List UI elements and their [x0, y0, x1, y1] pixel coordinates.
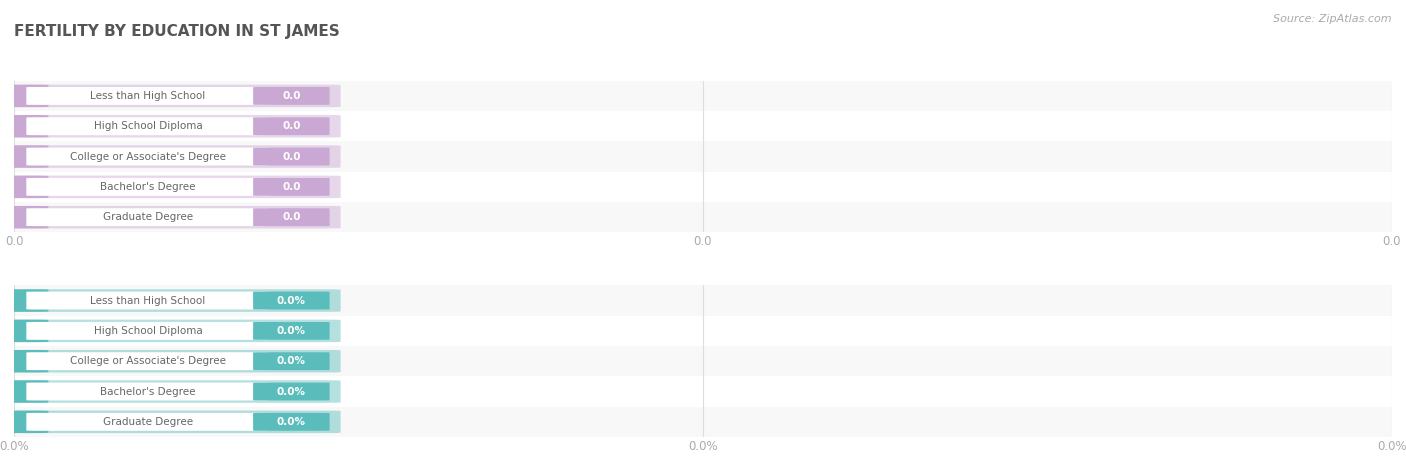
FancyBboxPatch shape [4, 410, 340, 433]
FancyBboxPatch shape [7, 145, 48, 168]
Text: 0.0: 0.0 [283, 152, 301, 162]
Text: 0.0: 0.0 [283, 121, 301, 131]
FancyBboxPatch shape [253, 292, 329, 310]
Text: 0.0: 0.0 [283, 212, 301, 222]
FancyBboxPatch shape [27, 208, 270, 226]
FancyBboxPatch shape [253, 117, 329, 135]
FancyBboxPatch shape [4, 350, 340, 372]
FancyBboxPatch shape [7, 350, 48, 372]
FancyBboxPatch shape [4, 206, 340, 228]
FancyBboxPatch shape [27, 292, 270, 310]
Text: 0.0: 0.0 [283, 91, 301, 101]
Text: 0.0: 0.0 [283, 182, 301, 192]
FancyBboxPatch shape [4, 176, 340, 198]
FancyBboxPatch shape [7, 85, 48, 107]
FancyBboxPatch shape [4, 380, 340, 403]
Bar [14, 407, 1392, 437]
Text: College or Associate's Degree: College or Associate's Degree [70, 152, 226, 162]
Bar [14, 316, 1392, 346]
Bar [14, 81, 1392, 111]
FancyBboxPatch shape [7, 176, 48, 198]
FancyBboxPatch shape [27, 87, 270, 105]
Text: 0.0%: 0.0% [277, 295, 307, 305]
FancyBboxPatch shape [4, 320, 340, 342]
Text: Less than High School: Less than High School [90, 295, 205, 305]
FancyBboxPatch shape [253, 148, 329, 165]
Text: College or Associate's Degree: College or Associate's Degree [70, 356, 226, 366]
Text: High School Diploma: High School Diploma [94, 121, 202, 131]
Text: FERTILITY BY EDUCATION IN ST JAMES: FERTILITY BY EDUCATION IN ST JAMES [14, 24, 340, 39]
FancyBboxPatch shape [27, 413, 270, 431]
Bar [14, 202, 1392, 232]
FancyBboxPatch shape [27, 178, 270, 196]
FancyBboxPatch shape [253, 352, 329, 370]
FancyBboxPatch shape [7, 320, 48, 342]
FancyBboxPatch shape [253, 382, 329, 400]
Text: 0.0%: 0.0% [277, 326, 307, 336]
FancyBboxPatch shape [27, 117, 270, 135]
FancyBboxPatch shape [27, 352, 270, 370]
Text: Source: ZipAtlas.com: Source: ZipAtlas.com [1274, 14, 1392, 24]
Bar [14, 346, 1392, 376]
Text: Graduate Degree: Graduate Degree [103, 417, 193, 427]
FancyBboxPatch shape [4, 289, 340, 312]
FancyBboxPatch shape [7, 206, 48, 228]
Text: Graduate Degree: Graduate Degree [103, 212, 193, 222]
Bar [14, 376, 1392, 407]
FancyBboxPatch shape [27, 148, 270, 165]
FancyBboxPatch shape [7, 115, 48, 137]
Text: Less than High School: Less than High School [90, 91, 205, 101]
FancyBboxPatch shape [253, 413, 329, 431]
FancyBboxPatch shape [4, 115, 340, 137]
FancyBboxPatch shape [4, 145, 340, 168]
Text: 0.0%: 0.0% [277, 387, 307, 397]
FancyBboxPatch shape [253, 178, 329, 196]
Text: 0.0%: 0.0% [277, 417, 307, 427]
FancyBboxPatch shape [7, 380, 48, 403]
Bar [14, 171, 1392, 202]
Bar [14, 285, 1392, 316]
FancyBboxPatch shape [253, 87, 329, 105]
FancyBboxPatch shape [253, 322, 329, 340]
FancyBboxPatch shape [7, 289, 48, 312]
FancyBboxPatch shape [253, 208, 329, 226]
Text: 0.0%: 0.0% [277, 356, 307, 366]
Bar [14, 142, 1392, 171]
FancyBboxPatch shape [4, 85, 340, 107]
Text: Bachelor's Degree: Bachelor's Degree [100, 182, 195, 192]
FancyBboxPatch shape [7, 410, 48, 433]
FancyBboxPatch shape [27, 382, 270, 400]
FancyBboxPatch shape [27, 322, 270, 340]
Text: High School Diploma: High School Diploma [94, 326, 202, 336]
Text: Bachelor's Degree: Bachelor's Degree [100, 387, 195, 397]
Bar [14, 111, 1392, 142]
